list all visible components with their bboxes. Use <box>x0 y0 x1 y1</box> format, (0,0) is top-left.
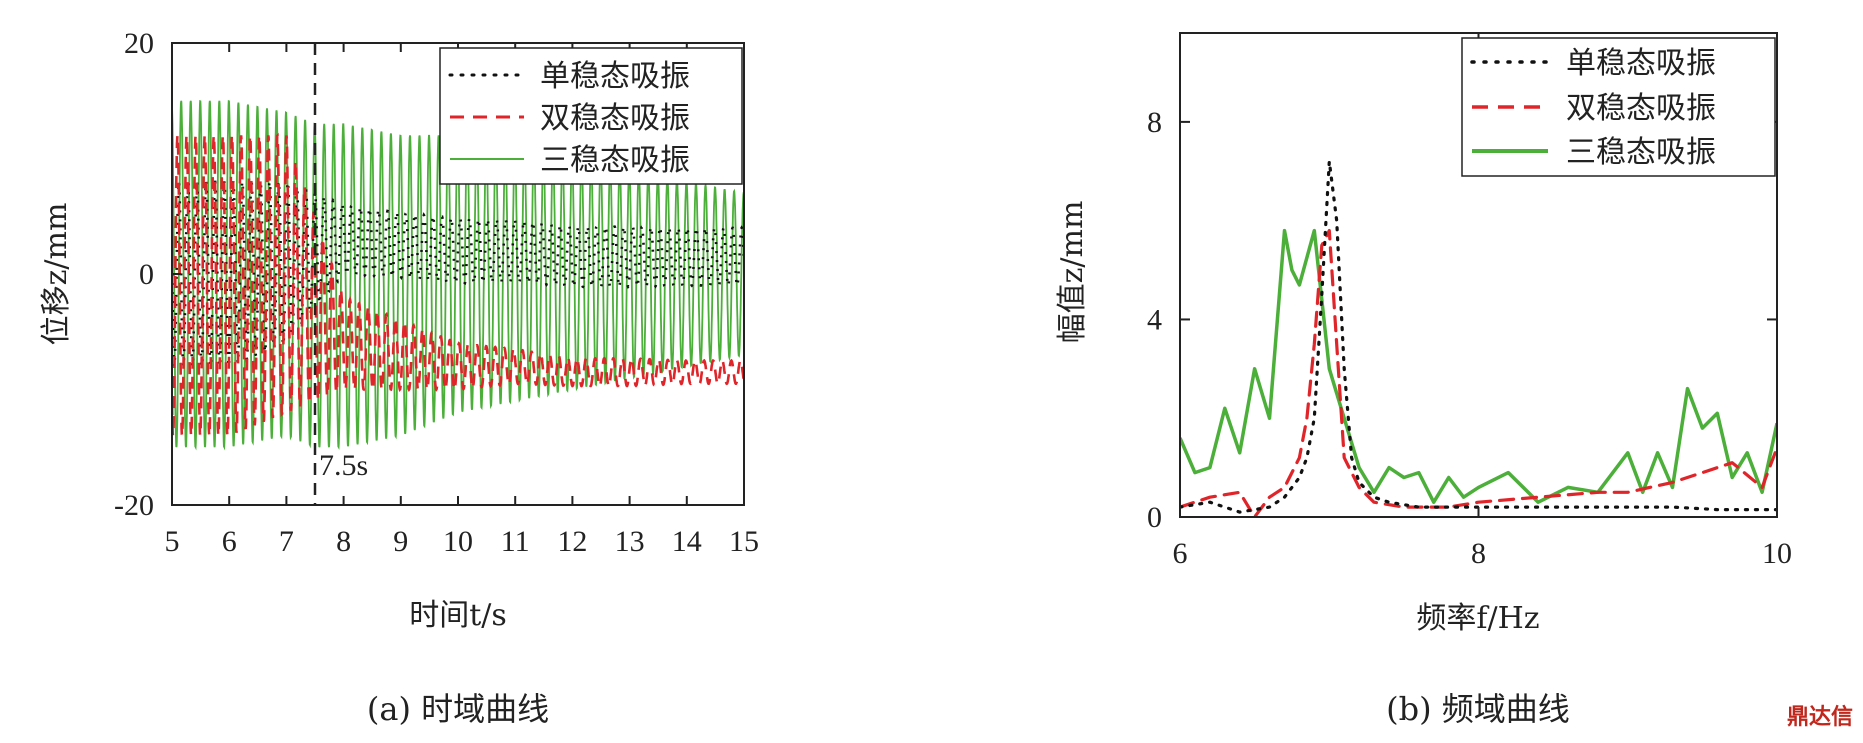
panel-b-legend: 单稳态吸振 双稳态吸振 三稳态吸振 <box>1461 37 1776 177</box>
y-tick-label-b: 8 <box>1147 106 1162 139</box>
x-tick-label-a: 11 <box>501 525 530 558</box>
y-tick-label-b: 0 <box>1147 501 1162 534</box>
x-tick-label-a: 5 <box>165 525 180 558</box>
legend-box <box>439 47 743 185</box>
x-tick-label-a: 8 <box>336 525 351 558</box>
y-tick-label-a: -20 <box>114 489 154 522</box>
panel-a-legend: 单稳态吸振 双稳态吸振 三稳态吸振 <box>439 47 743 185</box>
annotation-label: 7.5s <box>319 449 368 482</box>
panel-b-ticks: 6 8 10 0 4 8 <box>1147 33 1792 570</box>
x-axis-label-b: 频率f/Hz <box>1416 601 1539 636</box>
legend-label-mono: 单稳态吸振 <box>540 59 690 94</box>
y-tick-label-a: 0 <box>139 258 154 291</box>
legend-label-tri: 三稳态吸振 <box>540 143 690 178</box>
series-line-b-bi <box>1180 229 1777 517</box>
x-tick-label-a: 12 <box>557 525 587 558</box>
x-tick-label-b: 6 <box>1173 537 1188 570</box>
x-tick-label-a: 15 <box>729 525 759 558</box>
watermark-logo: 鼎达信 <box>1787 699 1853 731</box>
series-line-b-tri <box>1180 228 1777 504</box>
series-line-b-mono <box>1180 159 1777 514</box>
panel-a: 7.5s 5 6 7 8 9 10 11 12 13 14 15 -20 0 20 单稳态吸振 双稳态吸振… <box>39 27 759 728</box>
series-line-mono <box>172 177 744 372</box>
x-axis-label-a: 时间t/s <box>409 598 507 633</box>
x-tick-label-a: 9 <box>393 525 408 558</box>
y-axis-label-b: 幅值z/mm <box>1055 201 1090 344</box>
y-axis-label-a: 位移z/mm <box>39 203 74 346</box>
legend-label-bi-b: 双稳态吸振 <box>1566 91 1716 126</box>
series-line-bi <box>172 132 744 441</box>
legend-label-mono-b: 单稳态吸振 <box>1566 46 1716 81</box>
legend-label-tri-b: 三稳态吸振 <box>1566 135 1716 170</box>
x-tick-label-a: 13 <box>615 525 645 558</box>
y-tick-label-a: 20 <box>124 27 154 60</box>
x-tick-label-a: 6 <box>222 525 237 558</box>
x-tick-label-a: 10 <box>443 525 473 558</box>
legend-label-bi: 双稳态吸振 <box>540 101 690 136</box>
y-tick-label-b: 4 <box>1147 303 1162 336</box>
caption-b: (b) 频域曲线 <box>1386 690 1570 728</box>
caption-a: (a) 时域曲线 <box>367 690 549 728</box>
panel-b-series <box>1180 159 1777 517</box>
x-tick-label-a: 14 <box>672 525 702 558</box>
panel-a-ticks: 5 6 7 8 9 10 11 12 13 14 15 -20 0 20 <box>114 27 759 558</box>
x-tick-label-a: 7 <box>279 525 294 558</box>
watermark-text: 鼎达信 <box>1786 705 1853 730</box>
x-tick-label-b: 8 <box>1471 537 1486 570</box>
x-tick-label-b: 10 <box>1762 537 1792 570</box>
